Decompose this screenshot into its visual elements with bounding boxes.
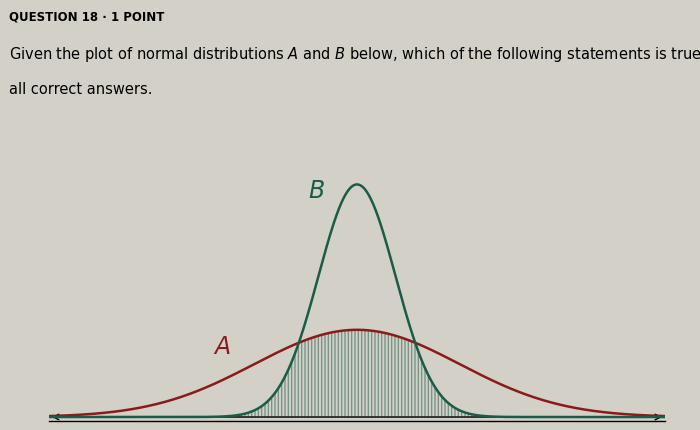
Text: Given the plot of normal distributions $\mathit{A}$ and $\mathit{B}$ below, whic: Given the plot of normal distributions $… [9, 45, 700, 64]
Text: $\mathit{B}$: $\mathit{B}$ [308, 180, 325, 203]
Text: all correct answers.: all correct answers. [9, 82, 153, 97]
Text: QUESTION 18 · 1 POINT: QUESTION 18 · 1 POINT [9, 11, 164, 24]
Text: $\mathit{A}$: $\mathit{A}$ [214, 336, 231, 359]
